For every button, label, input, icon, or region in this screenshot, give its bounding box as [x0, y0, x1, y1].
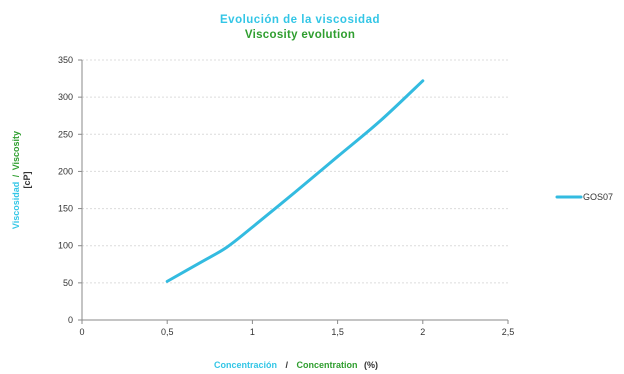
y-axis-label-unit: [cP] — [22, 171, 32, 188]
gridlines — [82, 59, 508, 284]
x-tick-label: 1 — [250, 327, 255, 337]
x-axis-label-separator: / — [286, 360, 289, 370]
y-axis-label: Viscosidad / Viscosity [cP] — [6, 131, 32, 229]
x-tick-label: 0 — [79, 327, 84, 337]
y-axis-ticks: 0 50 100 150 200 250 300 350 — [58, 55, 82, 325]
y-tick-label: 200 — [58, 166, 73, 176]
y-tick-label: 250 — [58, 129, 73, 139]
legend: GOS07 — [555, 192, 613, 202]
legend-label-gos07: GOS07 — [583, 192, 613, 202]
y-tick-label: 150 — [58, 204, 73, 214]
svg-text:Viscosidad / V: Viscosidad / Viscosity — [6, 131, 23, 229]
x-axis-label-en: Concentration — [296, 360, 357, 370]
chart-title: Evolución de la viscosidad — [220, 14, 380, 26]
y-tick-label: 0 — [68, 315, 73, 325]
series-layer — [165, 79, 425, 283]
y-axis-label-es: Viscosidad — [11, 182, 21, 229]
x-axis-label-es: Concentración — [214, 360, 277, 370]
x-axis-label: Concentración / Concentration (%) — [214, 355, 378, 372]
x-tick-label: 2 — [420, 327, 425, 337]
x-axis-label-unit: (%) — [364, 360, 378, 370]
x-tick-label: 1,5 — [331, 327, 344, 337]
x-axis-ticks: 0 0,5 1 1,5 2 2,5 — [79, 320, 514, 337]
series-line-gos07 — [165, 79, 425, 283]
y-tick-label: 300 — [58, 92, 73, 102]
y-tick-label: 100 — [58, 241, 73, 251]
y-tick-label: 50 — [63, 278, 73, 288]
chart-subtitle: Viscosity evolution — [245, 29, 355, 41]
y-axis-label-separator: / — [11, 174, 21, 177]
x-tick-label: 0,5 — [161, 327, 174, 337]
y-tick-label: 350 — [58, 55, 73, 65]
x-tick-label: 2,5 — [502, 327, 515, 337]
y-axis-label-en: Viscosity — [11, 131, 21, 170]
